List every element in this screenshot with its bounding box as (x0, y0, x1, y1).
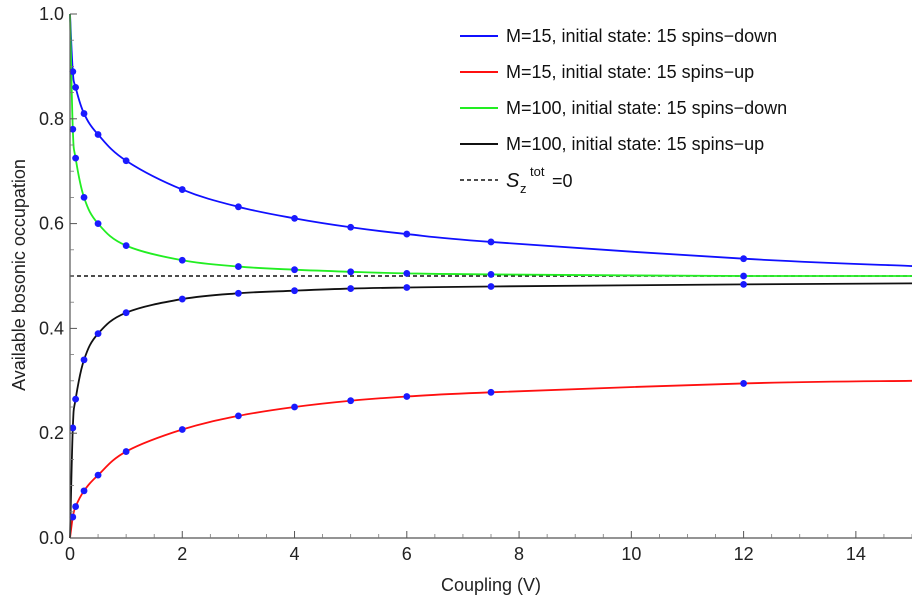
y-axis-title: Available bosonic occupation (9, 159, 29, 391)
series-line-2 (69, 379, 912, 539)
series-line-4 (69, 282, 912, 539)
data-point (347, 223, 355, 231)
data-point (347, 268, 355, 276)
data-point (487, 388, 495, 396)
legend-label-2: M=15, initial state: 15 spins−up (506, 62, 754, 82)
data-point (178, 295, 186, 303)
data-point (487, 283, 495, 290)
x-tick-label: 12 (734, 544, 754, 564)
x-tick-label: 0 (65, 544, 75, 564)
legend-label-reference-subscript: z (520, 181, 527, 196)
data-point (291, 287, 298, 295)
data-point (291, 403, 298, 411)
data-point (122, 157, 130, 165)
data-point (69, 424, 77, 432)
data-point (740, 380, 747, 387)
data-point (80, 356, 88, 364)
y-tick-label: 0.2 (39, 423, 64, 443)
data-point (487, 238, 495, 246)
data-point (72, 83, 80, 91)
series-line-3 (69, 13, 912, 278)
x-tick-label: 14 (846, 544, 866, 564)
legend-label-reference-symbol: S (506, 170, 520, 192)
data-point (94, 330, 102, 338)
data-point (740, 255, 747, 263)
data-point (69, 125, 77, 133)
data-point (487, 271, 495, 278)
legend-label-reference-superscript: tot (530, 164, 545, 179)
data-point (80, 194, 88, 201)
x-tick-label: 4 (290, 544, 300, 564)
data-point (94, 220, 102, 228)
data-point (347, 397, 355, 405)
legend-label-4: M=100, initial state: 15 spins−up (506, 134, 764, 154)
legend-label-reference-suffix: =0 (552, 171, 573, 191)
data-point (235, 412, 242, 420)
legend-label-1: M=15, initial state: 15 spins−down (506, 26, 777, 46)
data-point (72, 154, 80, 162)
data-point (72, 503, 80, 510)
data-point (291, 214, 298, 222)
data-point (178, 186, 186, 193)
data-point (94, 131, 102, 138)
data-point (72, 395, 80, 403)
data-point (740, 272, 747, 280)
data-point (235, 289, 242, 297)
x-tick-label: 10 (621, 544, 641, 564)
data-point (403, 284, 411, 291)
data-point (178, 426, 186, 433)
data-point (80, 487, 88, 495)
legend-label-3: M=100, initial state: 15 spins−down (506, 98, 787, 118)
y-tick-label: 0.4 (39, 318, 64, 338)
data-point (403, 269, 411, 277)
y-tick-label: 1.0 (39, 4, 64, 24)
data-point (291, 266, 298, 274)
data-point (235, 263, 242, 270)
data-point (122, 448, 130, 455)
x-tick-label: 6 (402, 544, 412, 564)
y-tick-label: 0.8 (39, 109, 64, 129)
data-point (403, 393, 411, 400)
data-point (94, 471, 102, 479)
legend: M=15, initial state: 15 spins−down M=15, … (460, 26, 787, 196)
data-point (122, 309, 130, 317)
data-point (69, 513, 77, 521)
data-point (235, 203, 242, 211)
y-tick-label: 0.6 (39, 214, 64, 234)
x-tick-label: 2 (177, 544, 187, 564)
data-point (122, 242, 130, 250)
series-line-1 (69, 13, 912, 267)
data-point (69, 68, 77, 76)
data-point (80, 110, 88, 117)
y-tick-label: 0.0 (39, 528, 64, 548)
x-axis-title: Coupling (V) (441, 575, 541, 595)
data-point (403, 230, 411, 238)
data-point (347, 285, 355, 292)
x-tick-label: 8 (514, 544, 524, 564)
data-point (740, 280, 747, 288)
data-point (178, 256, 186, 264)
